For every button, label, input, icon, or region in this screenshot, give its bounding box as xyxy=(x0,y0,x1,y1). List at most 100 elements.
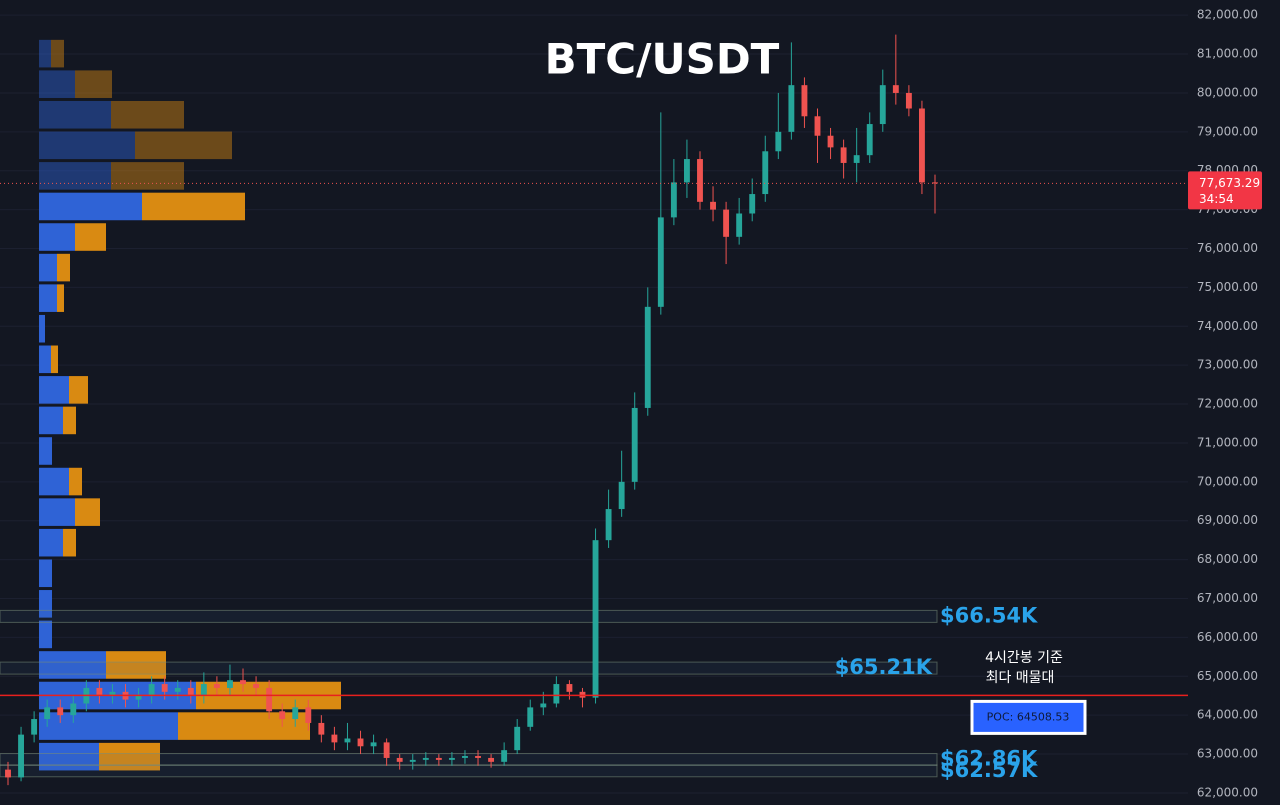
annotation: 4시간봉 기준 xyxy=(985,650,1063,666)
candle-body xyxy=(919,108,925,183)
candle-body xyxy=(540,703,547,708)
candle-body xyxy=(305,707,312,723)
y-tick-label: 75,000.00 xyxy=(1197,280,1258,294)
level-label: $66.54K xyxy=(940,603,1038,627)
y-tick-label: 69,000.00 xyxy=(1197,513,1258,527)
profile-sell xyxy=(63,406,76,435)
profile-sell xyxy=(57,284,64,312)
candle-body xyxy=(240,680,246,685)
poc-box xyxy=(970,699,1087,735)
profile-sell xyxy=(178,712,310,740)
candle-body xyxy=(657,217,664,307)
y-tick-label: 80,000.00 xyxy=(1197,85,1258,99)
candle-body xyxy=(566,684,573,692)
y-tick-label: 76,000.00 xyxy=(1197,241,1258,255)
last-price-box xyxy=(1188,171,1262,210)
candle-body xyxy=(840,147,847,163)
level-zone xyxy=(0,753,938,766)
y-tick-label: 68,000.00 xyxy=(1197,552,1258,566)
candle-body xyxy=(788,85,795,132)
candle-body xyxy=(292,707,299,720)
profile-buy xyxy=(39,559,52,588)
y-tick-label: 71,000.00 xyxy=(1197,435,1258,449)
profile-buy xyxy=(39,100,111,129)
candle-body xyxy=(57,707,64,716)
candle-body xyxy=(905,92,912,109)
candle-body xyxy=(357,738,364,747)
profile-buy xyxy=(39,162,111,190)
candle-body xyxy=(370,742,377,747)
candle-body xyxy=(697,159,703,202)
candle-body xyxy=(435,757,442,760)
profile-sell xyxy=(63,528,76,557)
y-tick-label: 63,000.00 xyxy=(1197,747,1258,761)
candle-body xyxy=(553,684,560,704)
candle-body xyxy=(592,540,599,698)
candle-body xyxy=(827,135,834,148)
level-zone xyxy=(0,609,938,623)
level-label: $65.21K xyxy=(835,655,933,679)
candle-body xyxy=(488,757,495,762)
countdown: 34:54 xyxy=(1199,192,1234,206)
profile-buy xyxy=(39,376,69,404)
candle-body xyxy=(227,680,233,688)
profile-sell xyxy=(51,39,64,68)
candle-body xyxy=(475,756,481,758)
profile-buy xyxy=(39,70,75,98)
candle-body xyxy=(605,509,612,541)
profile-buy xyxy=(39,345,51,374)
candle-body xyxy=(644,306,651,408)
y-tick-label: 65,000.00 xyxy=(1197,669,1258,683)
profile-sell xyxy=(69,467,82,496)
candle-body xyxy=(762,151,769,195)
candle-body xyxy=(422,757,429,760)
y-tick-label: 62,000.00 xyxy=(1197,785,1258,799)
candle-body xyxy=(527,707,534,727)
candle-body xyxy=(161,684,168,692)
profile-buy xyxy=(39,284,57,312)
candle-body xyxy=(683,159,690,183)
profile-buy xyxy=(39,253,57,282)
candle-body xyxy=(631,407,638,482)
candle-body xyxy=(5,769,11,778)
profile-buy xyxy=(39,192,142,221)
candle-body xyxy=(44,707,51,720)
candle-body xyxy=(501,750,508,762)
candle-body xyxy=(710,201,716,210)
candle-body xyxy=(148,684,155,696)
candle-body xyxy=(70,703,77,716)
chart-title: BTC/USDT xyxy=(545,35,780,84)
y-tick-label: 67,000.00 xyxy=(1197,591,1258,605)
candle-body xyxy=(879,85,886,125)
profile-sell xyxy=(75,70,112,98)
candle-body xyxy=(514,726,521,751)
y-tick-label: 81,000.00 xyxy=(1197,47,1258,61)
candle-body xyxy=(344,738,351,743)
candle-body xyxy=(18,734,24,778)
level-label: $62.57K xyxy=(940,758,1038,782)
candle-body xyxy=(31,719,38,735)
y-tick-label: 70,000.00 xyxy=(1197,474,1258,488)
candle-body xyxy=(96,687,103,696)
candle-body xyxy=(801,85,808,117)
candle-body xyxy=(279,711,286,720)
candle-body xyxy=(331,734,338,743)
candle-body xyxy=(736,213,743,237)
candle-body xyxy=(109,691,116,696)
candle-body xyxy=(174,687,181,692)
profile-buy xyxy=(39,39,51,68)
candle-body xyxy=(253,684,260,688)
profile-sell xyxy=(142,192,245,221)
profile-buy xyxy=(39,131,135,160)
annotation: 최다 매물대 xyxy=(986,670,1055,686)
profile-sell xyxy=(51,345,58,374)
candle-body xyxy=(866,124,873,156)
profile-buy xyxy=(39,467,69,496)
candle-body xyxy=(892,85,899,93)
candle-body xyxy=(448,757,455,760)
profile-buy xyxy=(39,314,45,343)
candle-body xyxy=(135,695,142,700)
y-tick-label: 64,000.00 xyxy=(1197,708,1258,722)
candle-body xyxy=(318,722,325,735)
